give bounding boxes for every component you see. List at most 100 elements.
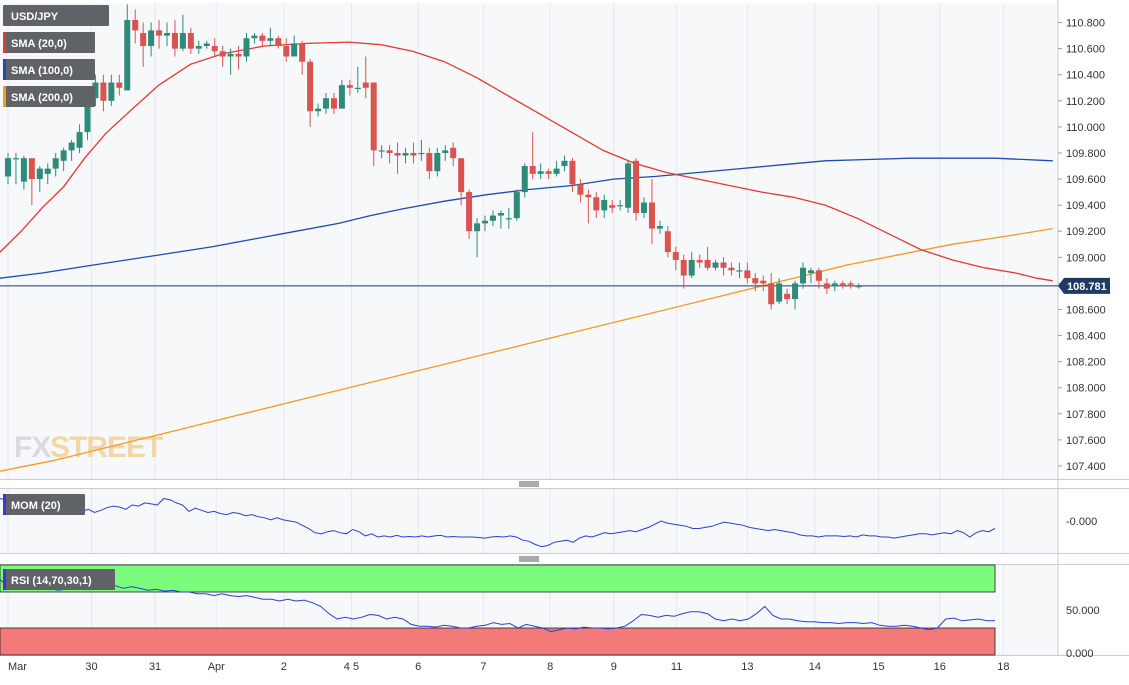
candle-body [60,150,67,161]
candle-body [776,283,783,302]
x-tick-label: 6 [415,661,421,673]
sma-200-line [0,227,1053,472]
candle-body [442,150,449,153]
x-tick-label: 2 [281,661,287,673]
candle-body [275,38,282,47]
candle-body [561,160,568,167]
candle-body [251,35,258,39]
y-tick-label: 108.200 [1066,357,1106,369]
candle-body [831,283,838,286]
candle-body [171,32,178,49]
last-price-label: 108.781 [1067,281,1107,293]
candle-body [680,259,687,276]
candle-body [768,283,775,305]
candle-body [12,158,19,160]
legend-label: USD/JPY [11,11,59,23]
candle-body [577,184,584,195]
y-tick-label: 108.400 [1066,331,1106,343]
candle-body [426,152,433,172]
x-tick-label: 9 [611,661,617,673]
candle-body [243,38,250,57]
candle-body [704,259,711,268]
rsi-line [0,579,995,633]
x-tick-label: 7 [480,661,486,673]
x-tick-label: 31 [149,661,161,673]
candle-body [76,132,83,148]
candle-body [108,82,115,101]
y-tick-label: 107.800 [1066,409,1106,421]
candle-body [20,158,27,182]
last-price-tag-bg [1058,277,1110,294]
candle-body [505,218,512,220]
x-tick-label: Apr [208,661,225,673]
y-tick-label: 107.400 [1066,461,1106,473]
candle-body [617,205,624,207]
y-tick-label: 110.000 [1066,122,1105,134]
candle-body [720,262,727,268]
candle-body [338,85,345,109]
candle-body [378,150,385,152]
y-tick-label: 108.000 [1066,383,1106,395]
panel-splitter-handle [519,556,539,562]
candle-body [855,285,862,288]
candle-body [402,152,409,156]
candle-body [370,82,377,151]
y-tick-label: 110.600 [1066,44,1105,56]
candle-body [521,166,528,193]
x-tick-label: 30 [85,661,97,673]
sma-100-line [0,157,1053,279]
candle-body [36,168,43,180]
candle-body [148,30,155,47]
candle-body [5,158,11,177]
candles [5,4,862,310]
candle-body [291,43,298,57]
candle-body [648,202,655,229]
candle-body [760,280,767,284]
candle-body [807,270,814,273]
y-tick-label: 109.200 [1066,226,1106,238]
x-tick-label: 16 [934,661,946,673]
candle-body [688,259,695,276]
candle-body [227,53,234,57]
candle-body [394,152,401,156]
candle-body [68,142,75,151]
legend-label: MOM (20) [11,500,61,512]
candle-body [52,158,59,169]
candle-body [585,194,592,198]
candle-body [187,32,194,49]
candle-body [656,226,663,229]
candle-body [418,152,425,155]
y-tick-label: 109.400 [1066,200,1106,212]
candle-body [124,19,131,91]
legend-sma-200: SMA (200,0) [3,86,95,107]
candle-body [434,152,441,172]
momentum-legend: MOM (20) [3,494,85,515]
symbol-label: USD/JPY [3,5,109,26]
candle-body [609,205,616,208]
rsi-legend: RSI (14,70,30,1) [3,569,115,590]
candle-body [330,98,337,109]
rsi-oversold-zone [0,627,996,656]
candle-body [545,171,552,174]
y-tick-label: 110.800 [1066,18,1105,30]
x-tick-label: 4 5 [344,661,359,673]
candle-body [235,53,242,57]
legend-label: SMA (100,0) [11,65,73,77]
candle-body [179,32,186,49]
price-panel-bg [0,3,1058,479]
candle-body [203,43,210,47]
legend-bg [3,5,109,26]
candle-body [800,267,806,284]
candle-body [100,82,107,101]
candle-body [728,267,735,271]
candle-body [625,163,632,208]
candle-body [601,199,608,211]
candle-body [664,231,671,253]
rsi-y-tick: 0.000 [1066,648,1094,660]
candle-body [482,220,488,224]
candle-body [259,35,266,41]
momentum-line [0,498,996,548]
candle-body [28,158,35,180]
candle-body [140,32,147,47]
candle-body [537,171,544,174]
